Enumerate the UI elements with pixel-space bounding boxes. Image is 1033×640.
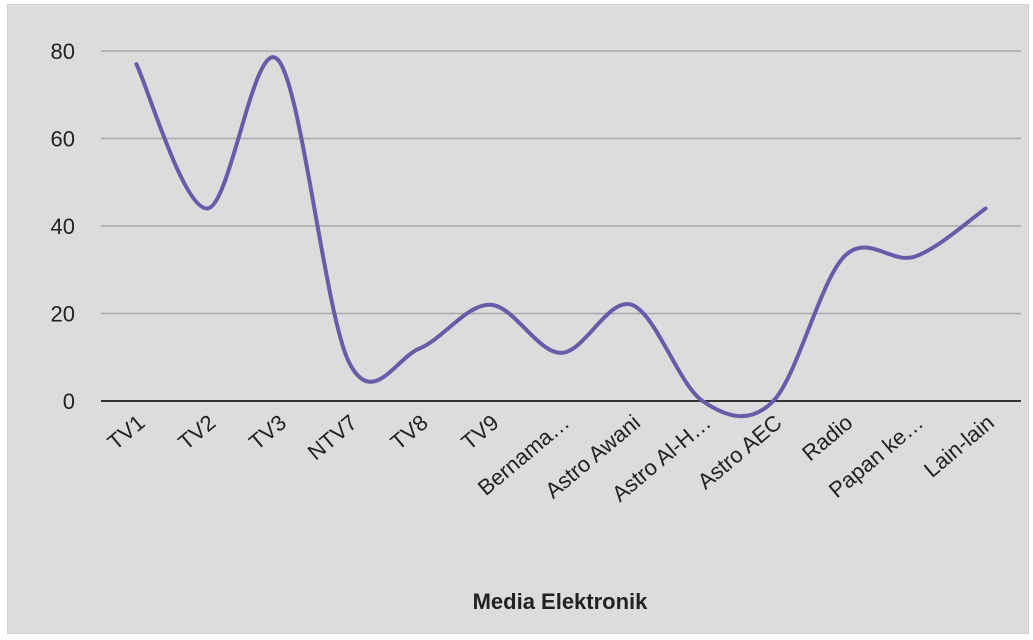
x-tick-label: TV9: [456, 410, 503, 455]
x-axis-title: Media Elektronik: [473, 589, 649, 614]
gridlines: [101, 50, 1021, 402]
y-tick-label: 20: [51, 302, 75, 327]
x-tick-label: Lain-lain: [919, 410, 999, 483]
x-tick-label: TV2: [173, 410, 220, 455]
x-tick-label: TV8: [386, 410, 433, 455]
x-tick-label: Radio: [797, 410, 857, 466]
y-tick-label: 0: [63, 389, 75, 414]
y-tick-label: 40: [51, 214, 75, 239]
y-axis-ticks: 0 20 40 60 80: [51, 39, 75, 414]
x-tick-label: TV1: [103, 410, 150, 455]
series-line: [134, 55, 988, 419]
x-tick-label: TV3: [244, 410, 291, 455]
y-tick-label: 80: [51, 39, 75, 64]
series-layer: [134, 55, 988, 419]
x-tick-label: NTV7: [303, 410, 362, 465]
y-tick-label: 60: [51, 127, 75, 152]
chart-container: 0 20 40 60 80 TV1 TV2 TV3 NTV7 TV8 TV9 Bernama… Ast…: [7, 4, 1029, 634]
